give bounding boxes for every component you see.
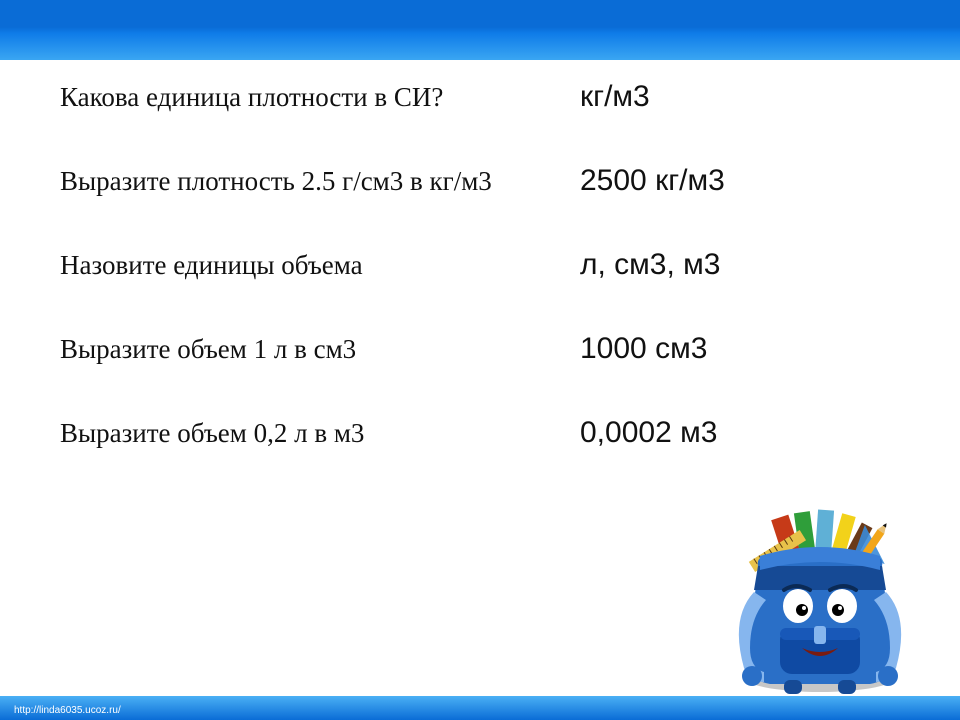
backpack-icon	[720, 508, 920, 698]
qa-row: Выразите объем 0,2 л в м3 0,0002 м3	[60, 416, 900, 450]
content-area: Какова единица плотности в СИ? кг/м3 Выр…	[0, 60, 960, 450]
bottom-bar	[0, 696, 960, 720]
question-text: Назовите единицы объема	[60, 250, 580, 281]
answer-text: 2500 кг/м3	[580, 164, 725, 198]
answer-text: 0,0002 м3	[580, 416, 717, 450]
answer-text: л, см3, м3	[580, 248, 720, 282]
question-text: Выразите объем 0,2 л в м3	[60, 418, 580, 449]
qa-row: Выразите объем 1 л в см3 1000 см3	[60, 332, 900, 366]
answer-text: 1000 см3	[580, 332, 707, 366]
qa-row: Какова единица плотности в СИ? кг/м3	[60, 80, 900, 114]
answer-text: кг/м3	[580, 80, 650, 114]
qa-row: Назовите единицы объема л, см3, м3	[60, 248, 900, 282]
qa-row: Выразите плотность 2.5 г/см3 в кг/м3 250…	[60, 164, 900, 198]
top-banner	[0, 0, 960, 60]
footer-link[interactable]: http://linda6035.ucoz.ru/	[14, 705, 121, 716]
question-text: Какова единица плотности в СИ?	[60, 82, 580, 113]
question-text: Выразите объем 1 л в см3	[60, 334, 580, 365]
question-text: Выразите плотность 2.5 г/см3 в кг/м3	[60, 166, 580, 197]
